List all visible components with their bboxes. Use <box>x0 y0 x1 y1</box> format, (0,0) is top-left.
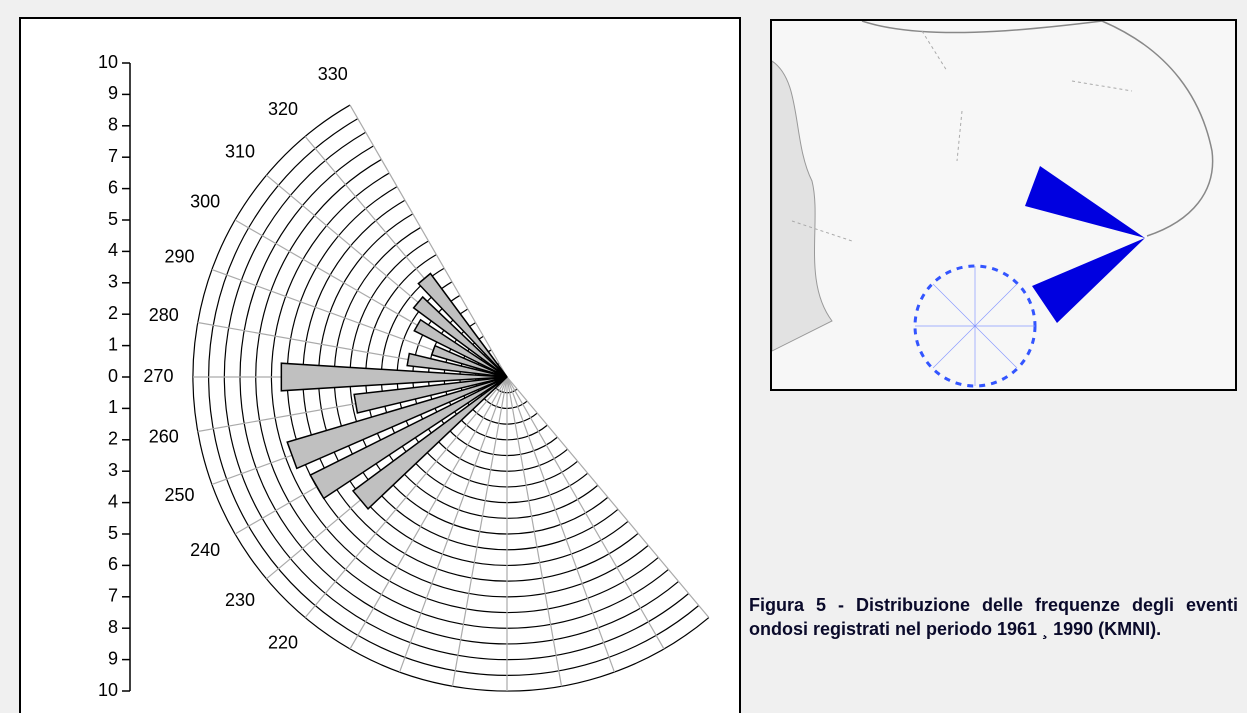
direction-label: 330 <box>318 64 348 84</box>
caption: Figura 5 - Distribuzione delle frequenze… <box>749 593 1238 641</box>
y-tick-label: 7 <box>108 146 118 166</box>
y-tick-label: 0 <box>108 366 118 386</box>
compass-spoke <box>915 266 1035 386</box>
direction-label: 290 <box>164 247 194 267</box>
y-tick-label: 10 <box>98 680 118 700</box>
sector <box>1032 238 1145 323</box>
direction-label: 310 <box>225 142 255 162</box>
spoke <box>507 377 709 618</box>
map-image <box>770 19 1237 391</box>
direction-label: 250 <box>164 485 194 505</box>
y-tick-label: 7 <box>108 586 118 606</box>
y-tick-label: 3 <box>108 272 118 292</box>
y-tick-label: 2 <box>108 429 118 449</box>
y-tick-label: 8 <box>108 617 118 637</box>
map-drawing <box>772 21 1235 389</box>
y-tick-label: 9 <box>108 648 118 668</box>
y-tick-label: 5 <box>108 209 118 229</box>
direction-label: 280 <box>149 305 179 325</box>
y-tick-label: 1 <box>108 334 118 354</box>
y-tick-label: 8 <box>108 115 118 135</box>
y-tick-label: 6 <box>108 554 118 574</box>
direction-label: 320 <box>268 99 298 119</box>
direction-label: 300 <box>190 191 220 211</box>
direction-label: 270 <box>143 366 173 386</box>
y-tick-label: 3 <box>108 460 118 480</box>
direction-label: 230 <box>225 590 255 610</box>
direction-label: 260 <box>149 426 179 446</box>
page: 1098765432101234567891022023024025026027… <box>0 0 1247 713</box>
direction-label: 240 <box>190 540 220 560</box>
y-tick-label: 9 <box>108 83 118 103</box>
y-tick-label: 4 <box>108 240 118 260</box>
direction-label: 220 <box>268 633 298 653</box>
y-tick-label: 1 <box>108 397 118 417</box>
y-tick-label: 10 <box>98 52 118 72</box>
y-tick-label: 4 <box>108 491 118 511</box>
y-tick-label: 6 <box>108 177 118 197</box>
y-tick-label: 5 <box>108 523 118 543</box>
y-tick-label: 2 <box>108 303 118 323</box>
sector <box>1025 166 1145 238</box>
coast <box>772 61 832 351</box>
